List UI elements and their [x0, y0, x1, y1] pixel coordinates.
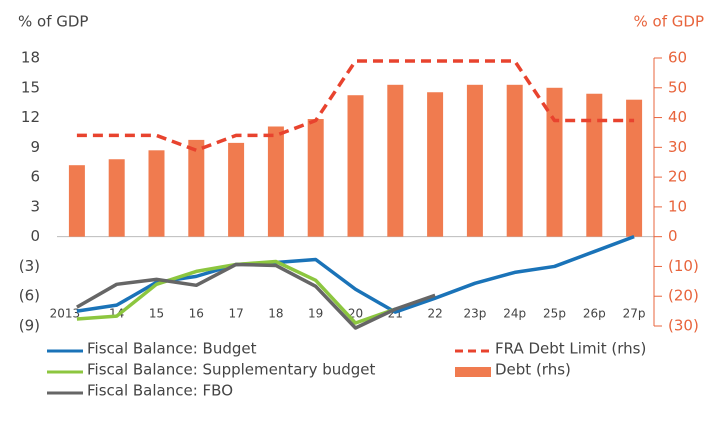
bar	[188, 139, 205, 237]
x-tick-label: 17	[228, 307, 243, 321]
bar	[586, 93, 603, 237]
bar	[267, 126, 284, 237]
bar	[68, 165, 85, 237]
x-tick-label: 24p	[503, 307, 526, 321]
line	[76, 235, 635, 314]
y2-tick-label: 20	[668, 168, 687, 186]
y-tick-label: 12	[21, 108, 40, 126]
x-tick-label: 22	[427, 307, 442, 321]
x-tick-label: 27p	[623, 307, 646, 321]
legend-label: Fiscal Balance: FBO	[87, 382, 233, 400]
x-tick-label: 19	[308, 307, 323, 321]
legend-label: Debt (rhs)	[495, 361, 571, 379]
bar	[347, 95, 364, 237]
y-tick-label: (9)	[19, 317, 40, 335]
x-tick-label: 23p	[463, 307, 486, 321]
x-tick-label: 16	[189, 307, 204, 321]
y2-tick-label: 0	[668, 227, 678, 245]
x-tick-label: 18	[268, 307, 283, 321]
y2-tick-label: (10)	[668, 257, 699, 275]
x-tick-label: 2013	[50, 307, 81, 321]
y2-tick-label: (20)	[668, 287, 699, 305]
x-tick-label: 15	[149, 307, 164, 321]
y-axis-title: % of GDP	[18, 13, 88, 31]
bar	[466, 84, 483, 237]
y-tick-label: 15	[21, 78, 40, 96]
legend-label: FRA Debt Limit (rhs)	[495, 340, 646, 358]
x-tick-label: 25p	[543, 307, 566, 321]
bar	[228, 142, 245, 237]
y-tick-label: 6	[30, 168, 40, 186]
y2-tick-label: 40	[668, 108, 687, 126]
legend-label: Fiscal Balance: Budget	[87, 340, 257, 358]
bar	[387, 84, 404, 237]
y-tick-label: (3)	[19, 257, 40, 275]
y2-tick-label: 60	[668, 49, 687, 67]
bar	[148, 150, 165, 237]
y-tick-label: 0	[30, 227, 40, 245]
y2-tick-label: 50	[668, 78, 687, 96]
bar	[546, 87, 563, 237]
bar	[626, 99, 643, 237]
legend-label: Fiscal Balance: Supplementary budget	[87, 361, 376, 379]
y-tick-label: 18	[21, 49, 40, 67]
y2-tick-label: 10	[668, 197, 687, 215]
bar	[307, 119, 324, 237]
y-tick-label: 3	[30, 197, 40, 215]
bar	[108, 159, 125, 237]
y-tick-label: 9	[30, 138, 40, 156]
y-tick-label: (6)	[19, 287, 40, 305]
bar	[427, 92, 444, 237]
legend-swatch	[455, 367, 491, 377]
y2-tick-label: 30	[668, 138, 687, 156]
bar	[506, 84, 523, 237]
y2-tick-label: (30)	[668, 317, 699, 335]
x-tick-label: 26p	[583, 307, 606, 321]
y2-axis-title: % of GDP	[634, 13, 704, 31]
line	[76, 262, 436, 330]
